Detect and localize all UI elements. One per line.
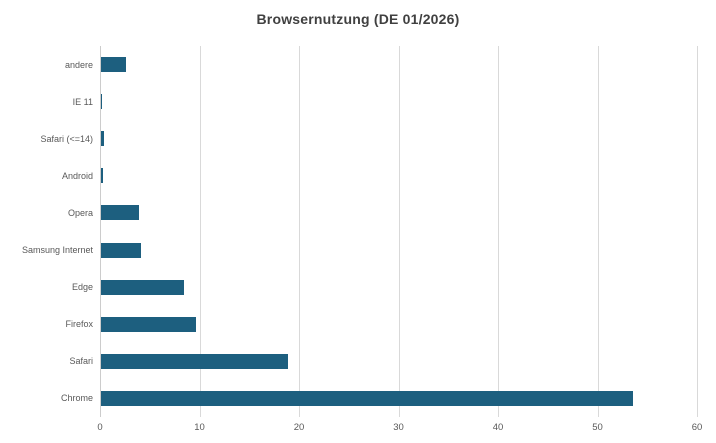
bar-firefox [101, 316, 196, 332]
category-label: Edge [71, 282, 93, 293]
plot-area [100, 46, 698, 417]
bar-samsung-internet [101, 242, 141, 258]
x-axis: 0 10 20 30 40 50 60 [97, 417, 702, 443]
bar-safari [101, 353, 289, 369]
bar-edge [101, 279, 184, 295]
x-axis-tick-label: 0 [97, 422, 103, 433]
x-axis-tick-label: 50 [592, 422, 603, 433]
x-axis-tick-label: 60 [691, 422, 703, 433]
x-axis-tick-label: 40 [492, 422, 504, 433]
bar-opera [101, 205, 139, 221]
y-axis-category-labels: andere IE 11 Safari (<=14) Android Opera Sams… [0, 46, 93, 417]
category-label: Safari (<=14) [40, 133, 93, 144]
x-axis-tick-label: 30 [393, 422, 404, 433]
chart-title: Browsernutzung (DE 01/2026) [256, 11, 460, 27]
bar-ie-11 [101, 94, 103, 110]
gridline [299, 46, 300, 417]
category-label: Android [61, 170, 93, 181]
bar-chrome [101, 390, 634, 406]
gridline [398, 46, 400, 417]
gridline [498, 46, 499, 417]
y-axis-line [100, 46, 101, 417]
category-label: IE 11 [72, 96, 93, 107]
gridline [199, 46, 201, 417]
category-label: Safari [69, 356, 93, 367]
category-label: Chrome [60, 393, 93, 404]
gridline [697, 46, 698, 417]
category-label: andere [64, 59, 93, 70]
category-label: Opera [67, 207, 93, 218]
category-label: Firefox [65, 319, 93, 330]
gridline [597, 46, 599, 417]
bar-andere [101, 57, 126, 73]
category-label: Samsung Internet [21, 245, 93, 256]
x-axis-tick-label: 10 [194, 422, 205, 433]
x-axis-tick-label: 20 [293, 422, 305, 433]
bar-safari-14 [101, 131, 104, 147]
bar-android [101, 168, 104, 184]
